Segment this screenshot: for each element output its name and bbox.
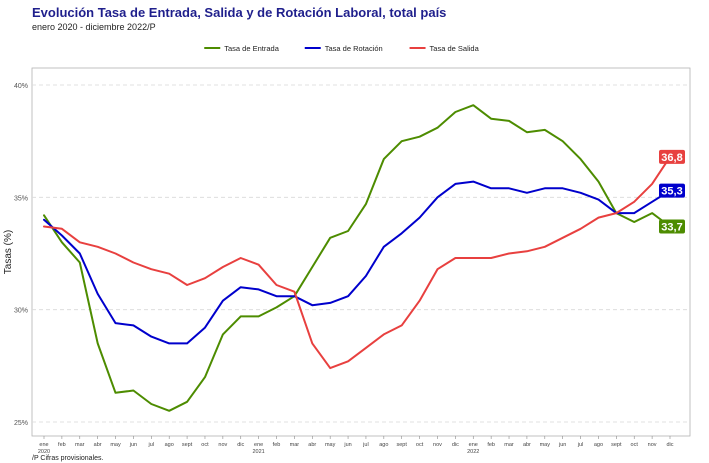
legend-item: Tasa de Entrada (204, 44, 280, 53)
x-tick-label: ene (39, 442, 48, 448)
x-year-label: 2020 (38, 449, 50, 455)
y-tick-label: 25% (14, 420, 28, 427)
chart-title: Evolución Tasa de Entrada, Salida y de R… (32, 5, 447, 20)
x-tick-label: sept (397, 442, 408, 448)
chart-subtitle: enero 2020 - diciembre 2022/P (32, 22, 156, 32)
legend: Tasa de Entrada Tasa de Rotación Tasa de S… (204, 44, 480, 53)
x-tick-label: ene (254, 442, 263, 448)
x-tick-label: abr (523, 442, 531, 448)
x-tick-label: oct (416, 442, 424, 448)
x-tick-label: sept (611, 442, 622, 448)
x-tick-label: nov (648, 442, 657, 448)
x-tick-label: oct (631, 442, 639, 448)
plot-area (31, 67, 691, 437)
x-tick-label: nov (218, 442, 227, 448)
end-label-bg (659, 183, 685, 198)
x-tick-label: jun (558, 442, 566, 448)
x-tick-label: ene (469, 442, 478, 448)
end-label-bg (659, 149, 685, 164)
y-tick-label: 30% (14, 308, 28, 315)
x-tick-label: ago (165, 442, 174, 448)
series-line-tasa-de-rotaci-n (43, 180, 671, 345)
y-tick-label: 35% (14, 195, 28, 202)
legend-item: Tasa de Rotación (304, 44, 383, 53)
end-label-text: 33,7 (661, 222, 682, 234)
x-year-label: 2021 (253, 449, 265, 455)
x-tick-label: dic (237, 442, 244, 448)
x-tick-label: dic (452, 442, 459, 448)
y-axis-title: Tasas (%) (3, 230, 14, 274)
x-tick-label: feb (273, 442, 281, 448)
series-lines (43, 104, 671, 412)
x-tick-label: ago (594, 442, 603, 448)
series-line-tasa-de-entrada (43, 104, 671, 412)
end-label-bg (659, 219, 685, 234)
x-tick-label: abr (308, 442, 316, 448)
x-tick-label: abr (94, 442, 102, 448)
y-axis: 25% 30% 35% 40% (14, 83, 28, 427)
x-tick-label: may (110, 442, 121, 448)
x-tick-label: ago (379, 442, 388, 448)
end-label-badge: 35,3 (659, 183, 685, 198)
end-label-text: 36,8 (661, 152, 682, 164)
end-label-badge: 36,8 (659, 149, 685, 164)
legend-label: Tasa de Salida (430, 44, 480, 53)
x-tick-label: sept (182, 442, 193, 448)
x-tick-label: jun (343, 442, 351, 448)
x-year-label: 2022 (467, 449, 479, 455)
series-line-tasa-de-salida (43, 155, 671, 370)
end-labels: 33,7 35,3 36,8 (659, 149, 685, 234)
x-tick-label: may (325, 442, 336, 448)
end-label-text: 35,3 (661, 186, 682, 198)
x-tick-label: feb (58, 442, 66, 448)
end-label-badge: 33,7 (659, 219, 685, 234)
x-tick-label: feb (487, 442, 495, 448)
x-tick-label: mar (504, 442, 514, 448)
footnote: /P Cifras provisionales. (32, 455, 104, 462)
x-tick-label: jun (129, 442, 137, 448)
x-tick-label: oct (201, 442, 209, 448)
legend-item: Tasa de Salida (409, 44, 480, 53)
x-tick-label: may (540, 442, 551, 448)
x-tick-label: jul (577, 442, 584, 448)
x-tick-label: jul (362, 442, 369, 448)
x-tick-label: mar (290, 442, 300, 448)
x-tick-label: nov (433, 442, 442, 448)
x-tick-label: mar (75, 442, 85, 448)
grid (32, 84, 690, 423)
y-tick-label: 40% (14, 83, 28, 90)
x-tick-label: dic (666, 442, 673, 448)
legend-label: Tasa de Entrada (224, 44, 279, 53)
x-tick-label: jul (148, 442, 155, 448)
legend-label: Tasa de Rotación (325, 44, 383, 53)
x-axis: ene feb mar abr may jun jul ago sept oct nov dic ene… (38, 436, 674, 455)
